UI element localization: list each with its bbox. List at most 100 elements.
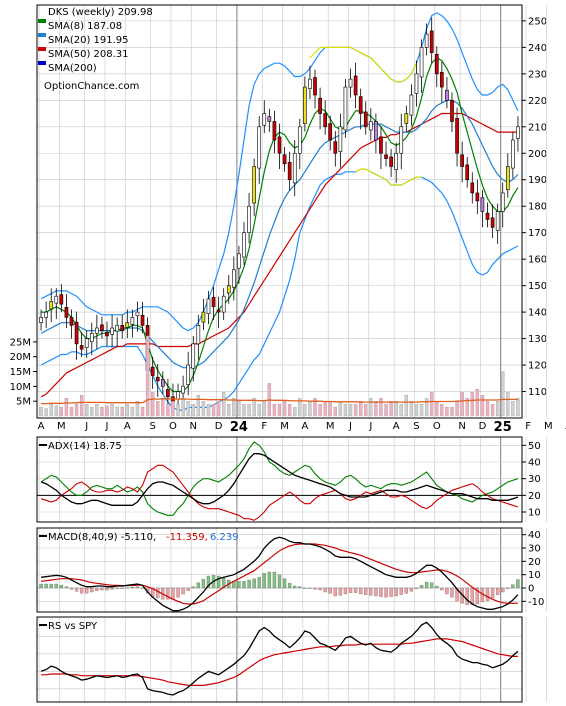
candle-body (211, 296, 216, 308)
volume-bar (105, 405, 109, 417)
candle-body (150, 366, 155, 376)
legend-swatch-sma20 (38, 33, 46, 37)
volume-bar (242, 403, 246, 417)
macd-histogram-bar (85, 587, 89, 594)
macd-histogram-bar (272, 571, 277, 589)
macd-histogram-bar (430, 582, 434, 589)
candle-body (49, 301, 54, 310)
macd-histogram-bar (516, 579, 520, 589)
volume-bar (455, 401, 459, 417)
x-axis-label: A (38, 421, 45, 432)
volume-bar (95, 403, 99, 417)
volume-bar (196, 395, 201, 417)
adx-tick-label: 10 (528, 508, 541, 519)
rs-frame (36, 616, 523, 703)
volume-bar (298, 398, 302, 417)
macd-histogram-bar (105, 587, 109, 591)
candle-body (379, 136, 383, 154)
macd-histogram-bar (267, 571, 272, 589)
macd-histogram-bar (323, 587, 327, 593)
volume-bar (333, 406, 337, 417)
candle-body (216, 309, 221, 313)
volume-bar (323, 401, 327, 417)
volume-bar (419, 403, 424, 417)
overlay: DKS (weekly) 209.98 SMA(8) 187.08 SMA(20… (44, 7, 239, 632)
price-tick-label: 130 (528, 334, 547, 345)
macd-histogram-bar (328, 587, 332, 594)
x-axis-label: A (124, 421, 131, 432)
macd-tick-label: -10 (528, 597, 544, 608)
x-axis-label: M (544, 421, 553, 432)
macd-histogram-bar (475, 587, 480, 605)
macd-histogram-bar (49, 583, 53, 589)
candle-body (135, 311, 140, 317)
legend-sma50: SMA(50) 208.31 (48, 49, 129, 60)
candle-body (440, 71, 444, 88)
volume-bar (414, 403, 419, 417)
volume-bar (100, 406, 104, 417)
x-axis-label: J (368, 421, 372, 432)
volume-bar (369, 398, 373, 417)
volume-bar (44, 408, 48, 417)
macd-frame (36, 527, 523, 613)
macd-panel: -10 0 10 20 30 40 (36, 527, 547, 613)
macd-histogram-bar (318, 587, 322, 591)
x-axis-label: D (479, 421, 487, 432)
candle-body (505, 166, 510, 191)
adx-swatch (39, 444, 47, 446)
volume-bar (303, 403, 307, 417)
candle-body (475, 192, 480, 202)
macd-histogram-bar (419, 585, 424, 589)
legend-ticker: DKS (weekly) 209.98 (48, 7, 153, 18)
candle-body (394, 152, 399, 170)
volume-bar (232, 398, 236, 417)
candle-body (282, 154, 287, 165)
adx-tick-label: 30 (528, 474, 541, 485)
x-axis-label: M (57, 421, 66, 432)
volume-bar (282, 401, 287, 417)
candle-body (262, 113, 267, 126)
volume-bar (384, 403, 388, 417)
macd-histogram-bar (201, 579, 206, 589)
x-axis-label: F (525, 421, 531, 432)
macd-histogram-bar (490, 587, 495, 599)
candle-body (389, 156, 393, 167)
volume-bar (328, 401, 332, 417)
volume-bar (140, 406, 145, 417)
candle-body (69, 317, 74, 326)
candle-body (110, 327, 114, 335)
macd-histogram-bar (364, 587, 368, 595)
x-axis-label: A (393, 421, 400, 432)
candle-body (277, 136, 282, 154)
macd-histogram-bar (282, 578, 287, 589)
price-frame (36, 4, 523, 419)
candle-body (470, 182, 475, 194)
volume-bar (374, 401, 378, 417)
x-axis-label: O (169, 421, 177, 432)
macd-histogram-bar (455, 587, 459, 602)
macd-histogram-bar (409, 587, 414, 592)
macd-histogram-bar (435, 585, 439, 589)
candle-body (343, 86, 348, 131)
volume-bar (293, 406, 297, 417)
candle-body (221, 295, 226, 313)
volume-bar (358, 401, 363, 417)
candle-body (465, 164, 470, 181)
macd-histogram-bar (353, 587, 358, 593)
minus-di-line (40, 464, 519, 521)
macd-histogram-bar (242, 581, 246, 589)
rs-average-line (41, 638, 518, 687)
volume-bar (54, 405, 58, 417)
macd-histogram-bar (338, 587, 343, 596)
candle-body (287, 161, 292, 181)
volume-tick-label: 20M (10, 352, 31, 363)
macd-histogram-bar (252, 578, 256, 589)
candle-body (460, 154, 464, 167)
candle-body (404, 113, 409, 124)
candle-body (155, 376, 160, 382)
candle-body (247, 205, 251, 233)
x-axis-label: J (348, 421, 352, 432)
macd-tick-label: 10 (528, 570, 541, 581)
volume-bar (222, 392, 226, 417)
macd-histogram-bar (120, 587, 124, 589)
